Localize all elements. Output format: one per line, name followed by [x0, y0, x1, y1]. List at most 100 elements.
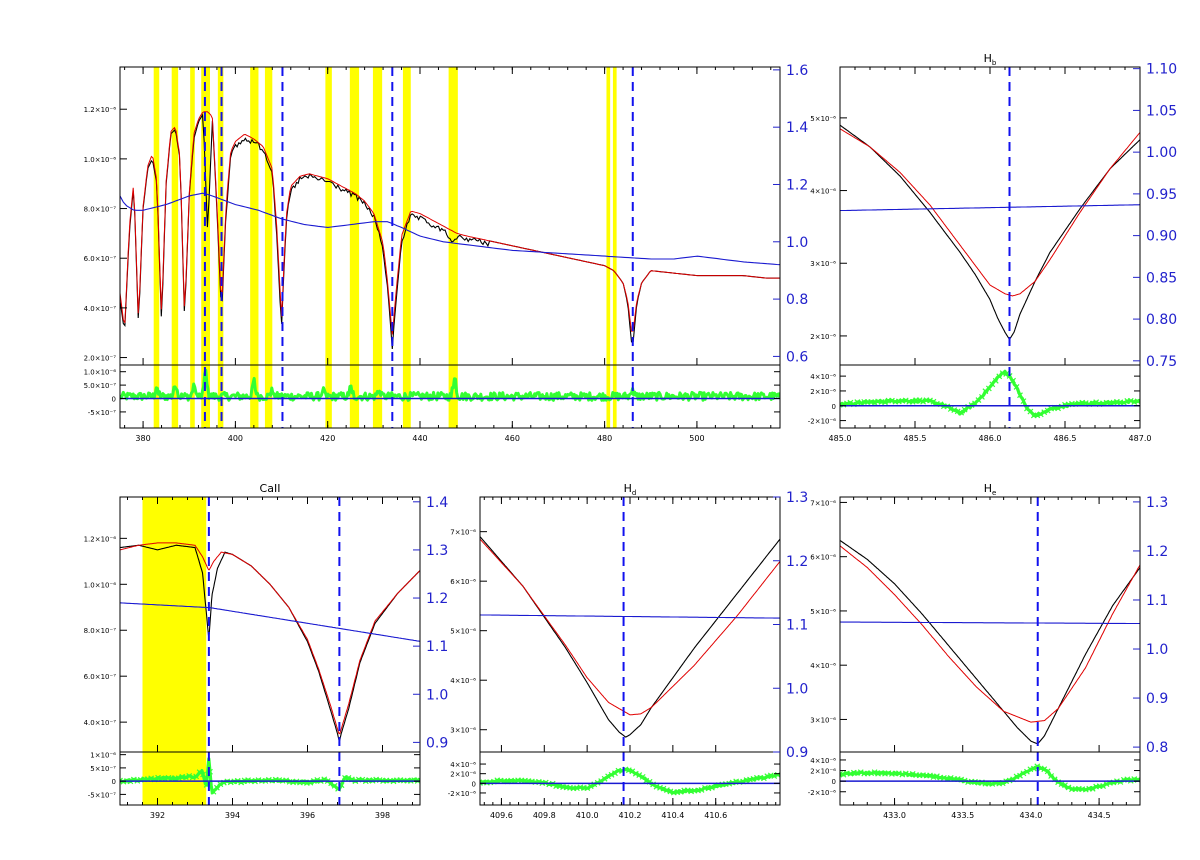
residual-point	[1017, 772, 1023, 779]
residual-point	[854, 399, 861, 405]
y2-tick-label: 1.3	[426, 543, 448, 559]
residual-tick-label: 0	[112, 396, 116, 404]
residual-point	[601, 775, 608, 782]
residual-point	[1062, 782, 1068, 789]
residual-point	[612, 770, 618, 777]
residual-point	[1037, 411, 1044, 418]
residual-tick-label: -5×10⁻⁷	[88, 409, 116, 417]
residual-point	[840, 771, 847, 778]
residual-point	[1003, 370, 1010, 377]
residual-point	[954, 408, 961, 415]
y2-tick-label: 1.2	[786, 177, 808, 193]
y2-tick-label: 1.0	[1146, 642, 1168, 658]
x-tick-label: 485.5	[904, 434, 927, 443]
x-tick-label: 485.0	[829, 434, 852, 443]
y-tick-label: 7×10⁻⁶	[450, 529, 476, 537]
masked-band	[349, 67, 360, 428]
continuum-ratio-curve	[120, 602, 420, 642]
residual-tick-label: 1.0×10⁻⁶	[84, 369, 117, 377]
residual-point	[927, 397, 933, 404]
y2-tick-label: 1.0	[786, 681, 808, 697]
residual-point	[175, 775, 182, 782]
panel-h-epsilon: 433.0 433.5 434.0 434.5 3×10⁻⁶ 4×10⁻⁶ 5×10⁻⁶ 6×…	[808, 482, 1169, 820]
residual-tick-label: -5×10⁻⁷	[88, 791, 116, 799]
residual-point	[902, 397, 909, 404]
x-tick-label: 434.5	[1088, 811, 1111, 820]
residual-point	[933, 773, 940, 780]
y2-tick-label: 0.85	[1146, 270, 1177, 286]
residual-point	[1020, 770, 1027, 777]
observed-spectrum	[480, 536, 780, 738]
residual-point	[916, 397, 923, 404]
x-tick-label: 409.8	[533, 811, 556, 820]
x-tick-label: 486.5	[1054, 434, 1077, 443]
residual-point	[1034, 412, 1041, 419]
residual-point	[774, 771, 780, 778]
residual-tick-label: -2×10⁻⁶	[808, 789, 836, 797]
residual-tick-label: 2×10⁻⁶	[810, 768, 836, 776]
residual-point	[1044, 768, 1051, 775]
y-tick-label: 1.2×10⁻⁶	[84, 535, 117, 543]
y-tick-label: 5×10⁻⁶	[810, 608, 836, 616]
y2-tick-label: 1.0	[786, 235, 808, 251]
residual-point	[1127, 397, 1134, 404]
panel-frame	[119, 496, 421, 806]
residual-point	[989, 781, 996, 787]
y2-tick-label: 0.8	[1146, 740, 1168, 756]
x-tick-label: 410.4	[661, 811, 684, 820]
panel-frame	[479, 496, 781, 806]
y-tick-label: 2.0×10⁻⁷	[84, 355, 117, 363]
residual-point	[189, 774, 196, 781]
residual-point	[978, 393, 985, 400]
y-tick-label: 3×10⁻⁶	[810, 716, 836, 724]
masked-band	[372, 67, 383, 428]
residual-point	[847, 770, 854, 777]
residual-point	[186, 772, 193, 779]
residual-point	[951, 407, 958, 413]
residual-point	[1055, 405, 1062, 412]
residual-tick-label: 4×10⁻⁶	[810, 757, 836, 765]
continuum-ratio-curve	[480, 614, 780, 619]
residual-point	[636, 772, 643, 778]
y-tick-label: 1.0×10⁻⁶	[84, 156, 117, 164]
y2-tick-label: 1.3	[786, 490, 808, 506]
residual-point	[1013, 383, 1020, 390]
masked-band	[264, 67, 273, 428]
x-tick-label: 500	[689, 434, 704, 443]
panel-frame	[839, 496, 1141, 806]
residual-tick-label: 0	[112, 778, 116, 786]
residual-tick-label: 4×10⁻⁶	[450, 761, 476, 769]
residual-point	[632, 770, 639, 777]
residual-point	[148, 775, 155, 782]
residual-point	[1058, 403, 1065, 410]
x-tick-label: 409.6	[490, 811, 513, 820]
residual-point	[992, 377, 999, 384]
residual-point	[345, 774, 352, 781]
plot-area	[120, 497, 420, 805]
plot-area	[480, 497, 780, 805]
residual-point	[660, 785, 667, 792]
y2-tick-label: 1.2	[1146, 544, 1168, 560]
residual-point	[871, 769, 878, 776]
residual-point	[909, 398, 916, 405]
model-spectrum	[120, 111, 780, 335]
panel-frame	[839, 66, 1141, 429]
residual-tick-label: 2×10⁻⁶	[810, 388, 836, 396]
y2-tick-label: 0.9	[786, 745, 808, 761]
residual-point	[196, 769, 203, 776]
x-tick-label: 440	[412, 434, 427, 443]
y2-tick-label: 0.75	[1146, 354, 1177, 370]
y2-tick-label: 0.80	[1146, 312, 1177, 328]
model-spectrum	[840, 545, 1140, 723]
x-tick-label: 410.6	[704, 811, 727, 820]
panel-title: Hd	[624, 482, 637, 497]
residual-point	[1044, 407, 1051, 414]
masked-band	[612, 67, 617, 428]
y2-tick-label: 0.9	[426, 735, 448, 751]
residual-point	[947, 774, 954, 781]
residual-point	[684, 787, 691, 794]
residual-point	[698, 786, 705, 793]
residual-point	[1103, 781, 1110, 787]
panel-title: Hb	[984, 52, 997, 67]
y-tick-label: 4×10⁻⁶	[450, 677, 476, 685]
